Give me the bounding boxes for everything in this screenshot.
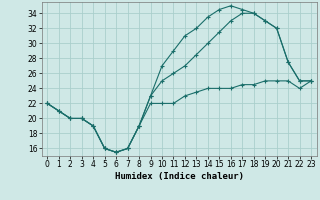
X-axis label: Humidex (Indice chaleur): Humidex (Indice chaleur) — [115, 172, 244, 181]
